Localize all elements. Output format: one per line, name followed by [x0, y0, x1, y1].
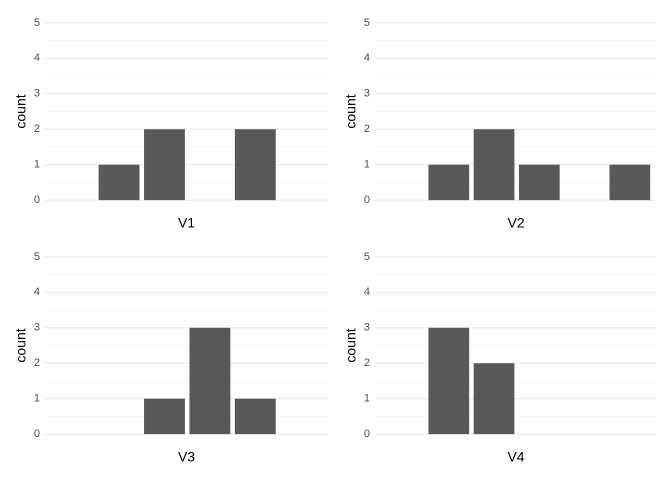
bar — [234, 398, 276, 435]
y-tick-label: 5 — [34, 251, 40, 263]
y-axis-label: count — [13, 328, 29, 362]
y-tick-label: 5 — [34, 17, 40, 29]
bar — [144, 129, 185, 201]
y-axis-label: count — [343, 328, 359, 362]
bar — [609, 164, 651, 201]
x-axis-label: V1 — [178, 215, 195, 231]
y-tick-label: 3 — [364, 88, 370, 100]
bar — [518, 164, 560, 201]
y-tick-label: 2 — [364, 357, 370, 369]
x-axis-label: V4 — [507, 449, 524, 465]
y-tick-label: 2 — [34, 357, 40, 369]
y-axis-label: count — [343, 94, 359, 128]
y-tick-label: 4 — [364, 286, 370, 298]
bar — [473, 129, 515, 201]
x-axis-label: V2 — [507, 215, 524, 231]
y-tick-label: 0 — [364, 194, 370, 206]
y-tick-label: 2 — [34, 123, 40, 135]
bar — [189, 327, 231, 435]
bar — [144, 398, 185, 435]
y-tick-label: 4 — [364, 52, 370, 64]
y-tick-label: 4 — [34, 286, 40, 298]
y-tick-label: 1 — [34, 393, 40, 405]
bar — [98, 164, 140, 201]
y-tick-label: 2 — [364, 123, 370, 135]
y-tick-label: 0 — [34, 194, 40, 206]
y-tick-label: 1 — [364, 393, 370, 405]
y-tick-label: 4 — [34, 52, 40, 64]
x-axis-label: V3 — [178, 449, 195, 465]
y-tick-label: 5 — [364, 251, 370, 263]
y-tick-label: 3 — [34, 322, 40, 334]
bar — [428, 327, 470, 435]
y-tick-label: 1 — [364, 159, 370, 171]
y-tick-label: 3 — [34, 88, 40, 100]
y-tick-label: 3 — [364, 322, 370, 334]
y-tick-label: 1 — [34, 159, 40, 171]
y-axis-label: count — [13, 94, 29, 128]
y-tick-label: 0 — [34, 428, 40, 440]
bar — [473, 363, 515, 435]
y-tick-label: 5 — [364, 17, 370, 29]
bar — [428, 164, 470, 201]
bar — [234, 129, 276, 201]
y-tick-label: 0 — [364, 428, 370, 440]
